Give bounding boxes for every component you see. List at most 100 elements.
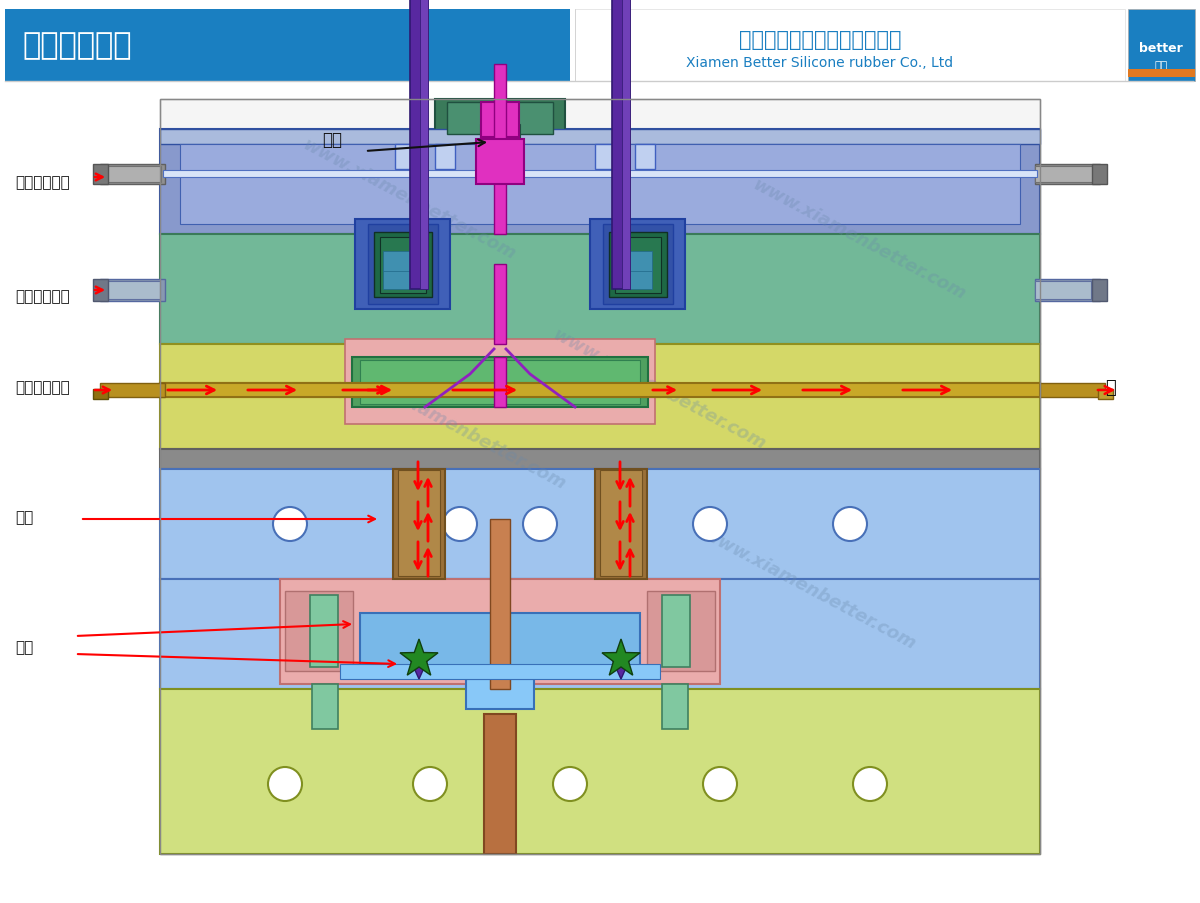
Bar [380, 237, 426, 293]
Bar [383, 270, 418, 290]
Bar [160, 235, 1040, 345]
Bar [1098, 389, 1114, 399]
Bar [1092, 280, 1108, 302]
Bar [1034, 165, 1100, 185]
Text: 出: 出 [1105, 378, 1116, 396]
Circle shape [703, 768, 737, 801]
Bar [590, 219, 685, 310]
Bar [163, 171, 1037, 178]
Circle shape [553, 768, 587, 801]
Bar [1128, 70, 1195, 78]
Bar [160, 689, 1040, 854]
Text: 贝腾: 贝腾 [1154, 61, 1168, 71]
Bar [575, 10, 1126, 82]
Bar [160, 345, 1040, 450]
Bar [635, 144, 655, 170]
Bar [160, 130, 1040, 235]
Circle shape [853, 768, 887, 801]
Bar [870, 384, 1040, 397]
Circle shape [268, 768, 302, 801]
Bar [394, 470, 445, 580]
Polygon shape [602, 639, 640, 675]
Text: 针阀式冷流道: 针阀式冷流道 [22, 32, 132, 61]
Text: 吹气（封胶）: 吹气（封胶） [16, 175, 70, 191]
Bar [647, 591, 715, 671]
Polygon shape [410, 659, 428, 679]
Circle shape [523, 507, 557, 542]
Bar [100, 384, 166, 397]
Bar [100, 165, 166, 185]
Bar [160, 130, 1040, 144]
Bar [383, 252, 418, 272]
Bar [466, 679, 534, 709]
Bar [662, 684, 688, 730]
Text: 厦门贝腾硅橡胶制品有限公司: 厦门贝腾硅橡胶制品有限公司 [739, 30, 901, 50]
Bar [1034, 282, 1091, 300]
Bar [1034, 167, 1093, 182]
Bar [595, 144, 616, 170]
Bar [448, 103, 553, 135]
Bar [1128, 10, 1195, 82]
Bar [616, 237, 661, 293]
Bar [280, 580, 720, 684]
Bar [360, 360, 640, 405]
Bar [436, 144, 455, 170]
Bar [104, 282, 160, 300]
Bar [160, 100, 1040, 854]
Bar [481, 103, 520, 138]
Polygon shape [612, 659, 630, 679]
Circle shape [694, 507, 727, 542]
Bar [360, 613, 640, 671]
Bar [94, 280, 108, 302]
Text: 冷嘴: 冷嘴 [16, 510, 34, 525]
Text: 流道: 流道 [322, 131, 342, 149]
Bar [618, 252, 652, 272]
Bar [1092, 165, 1108, 185]
Bar [340, 665, 660, 679]
Text: better: better [1139, 42, 1183, 54]
Bar [312, 684, 338, 730]
Bar [436, 100, 565, 138]
Text: www.xiamenbetter.com: www.xiamenbetter.com [350, 366, 569, 493]
Text: www.xiamenbetter.com: www.xiamenbetter.com [700, 526, 919, 653]
Circle shape [443, 507, 478, 542]
Bar [476, 140, 524, 185]
Bar [346, 340, 655, 424]
Bar [618, 270, 652, 290]
Polygon shape [400, 639, 438, 675]
Bar [490, 519, 510, 689]
Bar [160, 384, 340, 397]
Circle shape [833, 507, 868, 542]
Bar [180, 144, 1020, 225]
Circle shape [274, 507, 307, 542]
Bar [103, 167, 161, 182]
Text: www.xiamenbetter.com: www.xiamenbetter.com [550, 326, 769, 453]
Text: Xiamen Better Silicone rubber Co., Ltd: Xiamen Better Silicone rubber Co., Ltd [686, 56, 954, 70]
Bar [1040, 384, 1105, 397]
Bar [5, 10, 570, 82]
Bar [494, 358, 506, 407]
Bar [480, 125, 520, 144]
Bar [368, 225, 438, 304]
Bar [1034, 280, 1100, 302]
Bar [160, 384, 1040, 397]
Text: 产品: 产品 [16, 640, 34, 655]
Bar [604, 225, 673, 304]
Bar [610, 233, 667, 298]
Bar [340, 384, 660, 397]
Bar [420, 0, 428, 290]
Bar [160, 580, 1040, 689]
Bar [494, 265, 506, 345]
Bar [410, 0, 428, 290]
Bar [286, 591, 353, 671]
Bar [395, 144, 415, 170]
Text: 冷却水（进）: 冷却水（进） [16, 380, 70, 396]
Bar [622, 0, 630, 290]
Bar [160, 100, 1040, 854]
Text: www.xiamenbetter.com: www.xiamenbetter.com [750, 176, 970, 303]
Bar [374, 233, 432, 298]
Bar [160, 450, 1040, 470]
Bar [100, 280, 166, 302]
Bar [398, 470, 440, 576]
Bar [310, 595, 338, 667]
